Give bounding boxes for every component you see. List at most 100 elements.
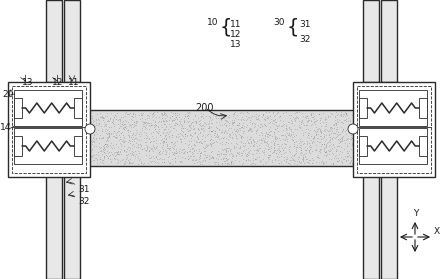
Point	[216, 116, 223, 120]
Point	[292, 151, 299, 155]
Point	[300, 155, 307, 159]
Point	[210, 131, 218, 136]
Point	[329, 131, 336, 135]
Point	[190, 153, 198, 158]
Point	[330, 151, 337, 156]
Point	[349, 113, 356, 118]
Point	[312, 118, 319, 123]
Point	[239, 125, 246, 129]
Point	[215, 136, 222, 141]
Point	[198, 162, 206, 166]
Point	[170, 150, 177, 155]
Point	[152, 147, 159, 151]
Point	[265, 127, 272, 131]
Point	[292, 116, 299, 120]
Point	[258, 114, 265, 119]
Point	[245, 115, 252, 119]
Point	[292, 147, 299, 151]
Point	[135, 162, 142, 166]
Point	[105, 119, 112, 124]
Point	[106, 116, 113, 121]
Point	[176, 159, 183, 163]
Point	[93, 129, 100, 134]
Point	[283, 141, 290, 146]
Point	[113, 130, 120, 135]
Point	[111, 156, 118, 160]
Point	[218, 151, 225, 156]
Point	[279, 111, 286, 115]
Point	[330, 123, 337, 128]
Point	[286, 145, 293, 150]
Point	[121, 161, 128, 166]
Point	[172, 134, 179, 139]
Point	[297, 137, 304, 141]
Point	[299, 158, 306, 163]
Point	[109, 143, 117, 147]
Point	[161, 134, 168, 138]
Point	[283, 157, 290, 161]
Point	[192, 138, 199, 143]
Point	[214, 152, 222, 156]
Point	[190, 126, 197, 131]
Point	[333, 149, 340, 153]
Point	[331, 136, 338, 140]
Point	[221, 156, 228, 160]
Point	[291, 153, 298, 158]
Point	[121, 118, 128, 122]
Point	[155, 152, 162, 157]
Point	[99, 115, 106, 120]
Point	[245, 129, 252, 134]
Point	[127, 125, 134, 129]
Point	[235, 159, 242, 163]
Point	[347, 127, 354, 131]
Point	[245, 137, 252, 141]
Point	[350, 139, 358, 143]
Point	[134, 154, 141, 158]
Point	[162, 148, 169, 153]
Point	[261, 146, 268, 150]
Point	[344, 158, 351, 162]
Point	[229, 122, 236, 127]
Point	[89, 154, 96, 158]
Point	[246, 134, 253, 139]
Point	[202, 135, 209, 140]
Point	[243, 147, 250, 151]
Point	[291, 144, 298, 148]
Point	[113, 117, 120, 121]
Point	[107, 160, 114, 164]
Point	[220, 136, 227, 140]
Point	[134, 144, 141, 149]
Point	[181, 134, 188, 138]
Point	[205, 153, 212, 158]
Point	[303, 146, 310, 150]
Point	[109, 119, 116, 124]
Point	[161, 152, 168, 157]
Point	[195, 140, 202, 144]
Point	[333, 110, 340, 115]
Point	[118, 139, 125, 144]
Point	[233, 133, 240, 137]
Point	[115, 129, 122, 133]
Point	[323, 153, 330, 158]
Point	[215, 116, 222, 121]
Point	[163, 140, 170, 145]
Point	[139, 112, 146, 116]
Point	[155, 120, 162, 124]
Point	[90, 118, 97, 123]
Point	[332, 130, 339, 135]
Point	[238, 133, 245, 138]
Point	[251, 122, 258, 126]
Point	[88, 116, 95, 120]
Point	[221, 151, 228, 156]
Point	[271, 127, 278, 132]
Point	[226, 149, 233, 154]
Point	[229, 119, 237, 124]
Bar	[363, 0, 379, 82]
Point	[178, 139, 185, 143]
Point	[186, 133, 193, 137]
Point	[251, 140, 258, 145]
Point	[147, 147, 154, 151]
Point	[328, 146, 335, 150]
Point	[201, 148, 208, 153]
Point	[219, 146, 226, 151]
